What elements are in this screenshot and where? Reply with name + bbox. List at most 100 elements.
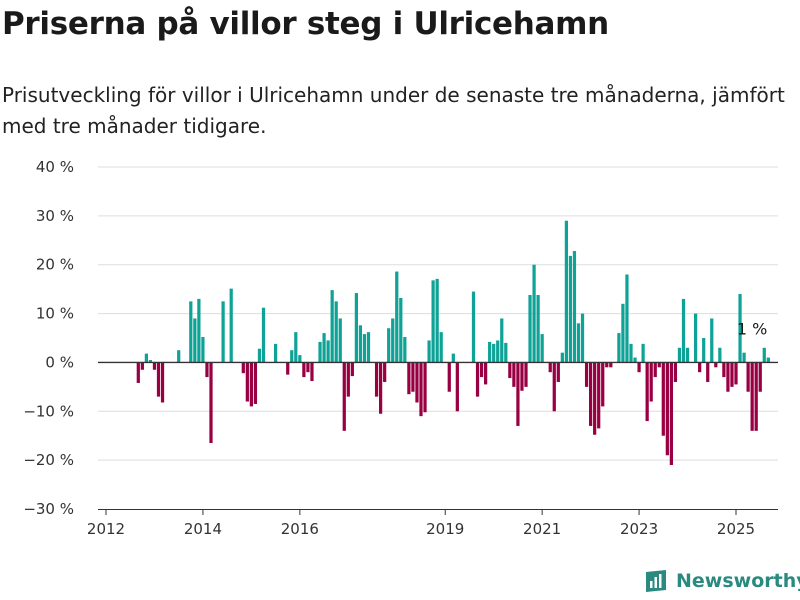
y-tick-label: 40 % [36, 158, 74, 176]
bar [641, 343, 645, 363]
bar [330, 290, 334, 363]
bar [718, 347, 722, 363]
bar [177, 350, 181, 363]
bar [241, 362, 245, 374]
bars [136, 220, 770, 466]
bar [274, 343, 278, 363]
bar [399, 297, 403, 363]
chart-subtitle: Prisutveckling för villor i Ulricehamn u… [2, 83, 785, 138]
bar [657, 362, 661, 368]
bar [706, 362, 710, 382]
bar [322, 333, 326, 363]
bar [471, 291, 476, 363]
x-tick-label: 2014 [184, 520, 222, 538]
bar [201, 337, 205, 363]
bar [601, 362, 605, 407]
bar [318, 341, 322, 363]
bar [294, 332, 298, 363]
bar [698, 362, 702, 373]
y-tick-label: −20 % [23, 451, 74, 469]
bar [354, 293, 358, 363]
bar [334, 301, 338, 363]
bar [560, 352, 564, 363]
bar [407, 362, 411, 395]
bar [685, 347, 690, 363]
y-tick-label: 20 % [36, 256, 74, 274]
y-tick-label: 10 % [36, 305, 74, 323]
bar [136, 362, 140, 383]
bar [245, 362, 249, 402]
bar [488, 341, 492, 363]
bar [714, 362, 718, 368]
bar [572, 251, 577, 363]
bar [395, 271, 399, 363]
bar [637, 362, 641, 373]
bar [673, 362, 678, 382]
x-tick-label: 2012 [87, 520, 125, 538]
bar [508, 362, 512, 379]
bar [298, 355, 302, 363]
bar [593, 362, 597, 435]
bar [500, 318, 504, 363]
bar [653, 362, 657, 378]
bar [726, 362, 730, 392]
bar [750, 362, 754, 431]
bar [229, 288, 233, 363]
bar [633, 357, 637, 363]
bar [504, 342, 508, 363]
bar [439, 332, 443, 363]
bar [694, 313, 698, 363]
x-tick-label: 2023 [620, 520, 658, 538]
bar [609, 362, 613, 368]
bar [730, 362, 734, 387]
bar [645, 362, 649, 422]
bar [310, 362, 314, 381]
bar [148, 359, 153, 363]
bar [205, 362, 209, 378]
last-value-label: 1 % [737, 320, 767, 339]
bar [249, 362, 253, 407]
bar [423, 362, 427, 413]
bar [742, 352, 746, 363]
bar [734, 362, 738, 385]
bar [350, 362, 354, 377]
bar [189, 301, 193, 363]
bar [411, 362, 415, 392]
newsworthy-logo-icon [646, 570, 666, 592]
bar [427, 340, 431, 363]
bar-chart: 40 % 30 % 20 % 10 % 0 % −10 % −20 % −30 % 2012 20… [23, 158, 778, 538]
bar [302, 362, 306, 378]
bar [358, 325, 363, 363]
x-tick-label: 2019 [426, 520, 464, 538]
bar [532, 264, 536, 363]
page-title: Priserna på villor steg i Ulricehamn [2, 6, 609, 42]
bar [475, 362, 480, 397]
bar [387, 328, 391, 363]
bar [766, 357, 770, 363]
y-tick-label: −30 % [23, 500, 74, 518]
bar [140, 362, 144, 370]
bar [702, 338, 706, 363]
bar [576, 323, 581, 363]
bar [144, 353, 148, 363]
bar [754, 362, 758, 431]
bar [342, 362, 346, 431]
bar [338, 318, 342, 363]
bar [677, 347, 682, 363]
bar [617, 333, 621, 363]
bar [556, 362, 560, 382]
bar [524, 362, 528, 387]
bar [738, 294, 742, 363]
x-tick-label: 2025 [717, 520, 755, 538]
bar [580, 313, 585, 363]
bar [492, 343, 496, 363]
bar [484, 362, 488, 385]
bar [568, 255, 573, 363]
bar [286, 362, 290, 375]
bar [540, 334, 544, 363]
bar [516, 362, 520, 426]
bar [669, 362, 673, 466]
bar [597, 362, 601, 429]
brand-logo: Newsworthy [644, 568, 800, 594]
bar [584, 362, 589, 387]
